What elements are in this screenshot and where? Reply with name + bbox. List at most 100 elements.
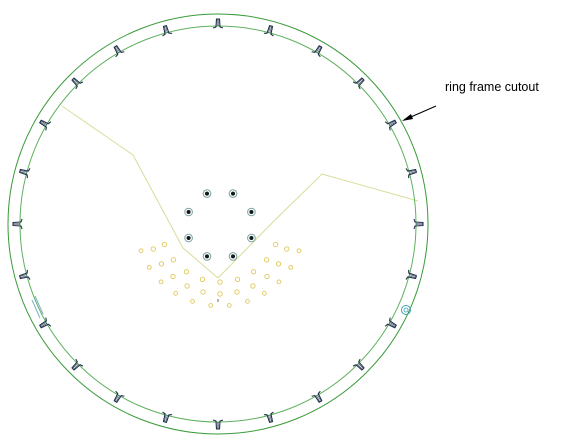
small-hole-icon — [261, 291, 267, 296]
cutout-outline — [113, 45, 125, 58]
small-hole-icon — [234, 276, 241, 283]
cutout-slot — [409, 274, 416, 278]
cutout-outline — [39, 119, 52, 131]
cutout-outline — [405, 168, 417, 179]
small-hole-icon — [161, 241, 168, 248]
annotation: ring frame cutout — [402, 80, 539, 121]
cutout-slot — [357, 78, 364, 85]
small-hole-icon — [217, 279, 223, 285]
cutout-slot — [40, 322, 47, 327]
ring-frame-cutout-icon — [71, 358, 84, 371]
bolt-hole-center — [186, 236, 191, 241]
small-hole-icon — [190, 299, 195, 304]
cutout-slot — [20, 170, 27, 174]
cutout-slot — [40, 121, 47, 126]
small-hole-icon — [284, 246, 290, 252]
cutout-slot — [416, 223, 423, 225]
construction-lines — [61, 105, 419, 279]
cutout-outline — [71, 77, 84, 90]
cutout-slot — [217, 422, 219, 429]
ring-frame-cutout-icon — [263, 25, 274, 37]
cutout-outline — [405, 269, 417, 280]
cutout-outline — [263, 411, 274, 423]
bolt-hole-icon — [247, 233, 256, 243]
small-hole-icon — [226, 303, 232, 308]
small-hole-icon — [245, 299, 250, 304]
cutout-outline — [352, 77, 365, 90]
small-hole-icon — [138, 248, 144, 254]
bolt-hole-icon — [228, 189, 238, 198]
ring-frame-cutout-icon — [352, 77, 365, 90]
small-hole-icon — [296, 248, 302, 254]
cutout-outline — [311, 390, 323, 403]
ring-frame-cutout-icon — [113, 45, 125, 58]
small-hole-icon — [264, 273, 270, 280]
ring-frame-cutout-icon — [352, 358, 365, 371]
small-hole-icon — [200, 289, 206, 295]
small-hole-icon — [263, 257, 270, 263]
small-hole-icon — [250, 269, 257, 275]
inner-ring — [19, 25, 417, 423]
bolt-hole-center — [204, 254, 209, 259]
bolt-hole-outline — [202, 189, 212, 198]
cutout-slot — [13, 223, 20, 225]
ring-frame-cutout-icon — [71, 77, 84, 90]
cutout-outline — [162, 411, 173, 423]
ring-frame-cutout-icon — [19, 269, 31, 280]
ring-frame-cutout-icon — [39, 119, 52, 131]
small-hole-icon — [170, 257, 177, 263]
ring-frame-cutout-icon — [162, 411, 173, 423]
ring-frame-cutout-icon — [12, 218, 23, 230]
cutout-outline — [39, 317, 52, 329]
small-hole-icon — [275, 261, 282, 267]
small-hole-icon — [272, 241, 279, 248]
cutout-slot — [164, 26, 168, 33]
cutout-outline — [384, 119, 397, 131]
small-hole-icon — [158, 279, 164, 285]
ring-frame-cutout-icon — [405, 168, 417, 179]
cutout-slot — [72, 78, 79, 85]
ring-frame-cutout-icon — [263, 411, 274, 423]
bolt-hole-outline — [184, 207, 193, 217]
clearance-arc-left-2 — [34, 295, 44, 315]
ring-frame-cutout-icon — [311, 390, 323, 403]
small-hole-icon — [173, 291, 179, 296]
cutout-outline — [352, 358, 365, 371]
ring-frame-cutouts — [12, 18, 424, 430]
ring-frame-cutout-icon — [113, 390, 125, 403]
small-hole-pattern — [138, 241, 302, 308]
cutout-slot — [72, 363, 79, 370]
bolt-hole-center — [186, 209, 191, 214]
small-hole-icon — [150, 246, 156, 252]
cutout-outline — [19, 269, 31, 280]
small-hole-icon — [183, 269, 190, 275]
ring-frame-cutout-icon — [405, 269, 417, 280]
cutout-slot — [316, 46, 321, 53]
bolt-hole-center — [249, 209, 254, 214]
ring-frame-cutout-icon — [212, 419, 224, 430]
cutout-slot — [316, 395, 321, 402]
cutout-slot — [268, 26, 272, 33]
small-hole-icon — [158, 261, 165, 267]
cutout-slot — [409, 170, 416, 174]
construction-line-right — [217, 173, 419, 279]
small-hole-icon — [288, 265, 294, 270]
bolt-hole-center — [204, 191, 209, 196]
ring-frame-cutout-icon — [413, 218, 424, 230]
cutout-outline — [311, 45, 323, 58]
cutout-slot — [115, 46, 120, 53]
bolt-hole-icon — [247, 207, 256, 217]
cutout-slot — [164, 415, 168, 422]
small-hole-icon — [184, 283, 190, 289]
bolt-hole-center — [231, 191, 236, 196]
cutout-outline — [413, 218, 424, 230]
ring-frame-cutout-icon — [162, 25, 173, 37]
bolt-hole-icon — [184, 233, 193, 243]
cutout-outline — [71, 358, 84, 371]
small-marker-circle — [401, 305, 411, 315]
cutout-outline — [263, 25, 274, 37]
cutout-outline — [212, 419, 224, 430]
bolt-hole-outline — [202, 252, 212, 261]
small-hole-icon — [250, 283, 256, 289]
